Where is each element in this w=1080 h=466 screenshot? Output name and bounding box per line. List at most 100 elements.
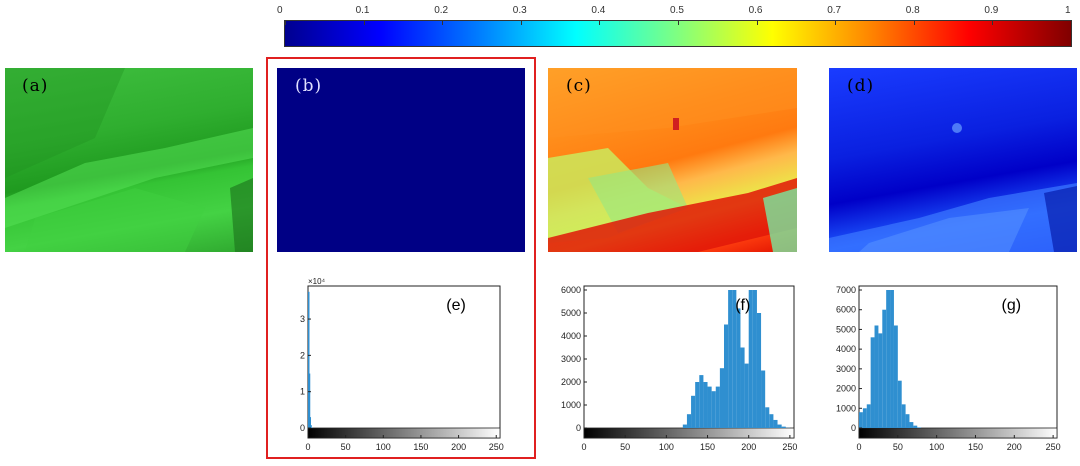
histogram-bar (886, 290, 891, 428)
histogram-bar (308, 373, 311, 428)
y-tick-label: 6000 (561, 285, 581, 295)
histogram-bar (870, 337, 875, 428)
histogram-bar (866, 404, 871, 428)
x-tick-label: 200 (741, 442, 756, 452)
y-tick-label: 1 (300, 387, 305, 397)
colorbar-tick-label: 0.2 (434, 5, 449, 16)
x-tick-label: 150 (413, 442, 428, 452)
histogram-bar (781, 426, 786, 428)
histogram-bar (703, 382, 708, 428)
colorbar-tick-label: 0.4 (591, 5, 606, 16)
colorbar-tick-mark (913, 21, 915, 25)
colorbar-tick-mark (442, 21, 444, 25)
x-tick-label: 50 (341, 442, 351, 452)
histogram-f: 0 1000 2000 3000 4000 5000 6000 0 50 100 150 200 250… (561, 285, 797, 452)
histogram-bar (874, 325, 879, 428)
x-tick-label: 150 (968, 442, 983, 452)
x-tick-label: 200 (451, 442, 466, 452)
histogram-bar (752, 290, 757, 428)
colorbar-tick-label: 0.7 (827, 5, 842, 16)
histogram-bar (695, 382, 700, 428)
colorbar-tick-mark (756, 21, 758, 25)
y-tick-label: 4000 (561, 331, 581, 341)
histogram-bar (756, 313, 762, 428)
x-tick-label: 50 (620, 442, 630, 452)
histogram-bar (309, 417, 312, 428)
y-tick-label: 3 (300, 314, 305, 324)
colorbar-tick-mark (835, 21, 837, 25)
colorbar-tick-label: 0.3 (512, 5, 527, 16)
histogram-title: (g) (1002, 297, 1022, 314)
x-tick-label: 200 (1007, 442, 1022, 452)
x-tick-label: 150 (700, 442, 715, 452)
panel-c-image (548, 68, 797, 252)
x-tick-label: 250 (1046, 442, 1061, 452)
histogram-title: (e) (446, 297, 466, 314)
y-tick-label: 3000 (561, 354, 581, 364)
y-tick-label: 2 (300, 350, 305, 360)
y-tick-label: 0 (300, 423, 305, 433)
histogram-bar (732, 290, 737, 428)
colorbar-tick-label: 0.9 (984, 5, 999, 16)
histogram-bar (859, 412, 863, 428)
histogram-bar (691, 395, 696, 428)
histogram-bar (882, 309, 887, 428)
x-tick-label: 100 (659, 442, 674, 452)
panel-c-texture (548, 68, 797, 252)
highlight-box (266, 57, 536, 459)
histogram-bar (728, 290, 733, 428)
histogram-title: (f) (735, 297, 750, 314)
x-tick-label: 0 (581, 442, 586, 452)
histogram-bar (913, 425, 918, 428)
histogram-bar (736, 308, 741, 428)
colorbar-tick-label: 0.1 (355, 5, 370, 16)
histogram-bar (748, 290, 753, 428)
histogram-bar (719, 368, 724, 428)
x-tick-label: 0 (305, 442, 310, 452)
grayscale-bar (583, 427, 795, 439)
y-tick-label: 4000 (836, 344, 856, 354)
panel-d-image (829, 68, 1077, 252)
histogram-bar (686, 414, 692, 428)
histogram-bar (715, 386, 720, 428)
colorbar-tick-label: 0 (277, 5, 283, 16)
histogram-bar (711, 391, 716, 428)
x-tick-label: 250 (782, 442, 797, 452)
histogram-bar (308, 291, 310, 428)
y-tick-label: 1000 (561, 400, 581, 410)
colorbar-tick-mark (992, 21, 994, 25)
colorbar-tick-label: 0.8 (905, 5, 920, 16)
x-tick-label: 0 (856, 442, 861, 452)
y-tick-label: 2000 (836, 384, 856, 394)
colorbar-tick-mark (363, 21, 365, 25)
panel-b-label: (b) (295, 76, 323, 96)
histogram-bar (901, 404, 906, 428)
histogram-g: 0 1000 2000 3000 4000 5000 6000 7000 0 50 100 150 20… (836, 285, 1061, 452)
y-tick-label: 7000 (836, 285, 856, 295)
histogram-bar (682, 424, 687, 428)
histogram-bar (765, 407, 770, 428)
panel-d-label: (d) (847, 76, 875, 96)
histogram-bar (744, 363, 749, 428)
y-tick-label: 1000 (836, 403, 856, 413)
plot-frame (307, 285, 501, 439)
panel-d-texture (829, 123, 1077, 252)
histogram-bar (909, 422, 914, 428)
y-tick-label: 0 (851, 423, 856, 433)
histogram-bar (707, 386, 712, 428)
panel-a-texture (5, 68, 253, 252)
grayscale-bar (307, 427, 501, 439)
histogram-bar (897, 380, 902, 428)
x-tick-label: 100 (929, 442, 944, 452)
y-exponent-label: ×10⁴ (308, 278, 326, 286)
histogram-bar (777, 424, 782, 428)
grayscale-bar (858, 427, 1058, 439)
colorbar-tick-label: 1 (1065, 5, 1071, 16)
colorbar-tick-mark (285, 21, 286, 25)
colorbar-tick-label: 0.5 (670, 5, 684, 16)
y-tick-label: 0 (576, 423, 581, 433)
y-tick-label: 6000 (836, 305, 856, 315)
panel-c-label: (c) (566, 76, 592, 96)
panel-b-image (277, 68, 525, 252)
histogram-bar (761, 370, 766, 428)
